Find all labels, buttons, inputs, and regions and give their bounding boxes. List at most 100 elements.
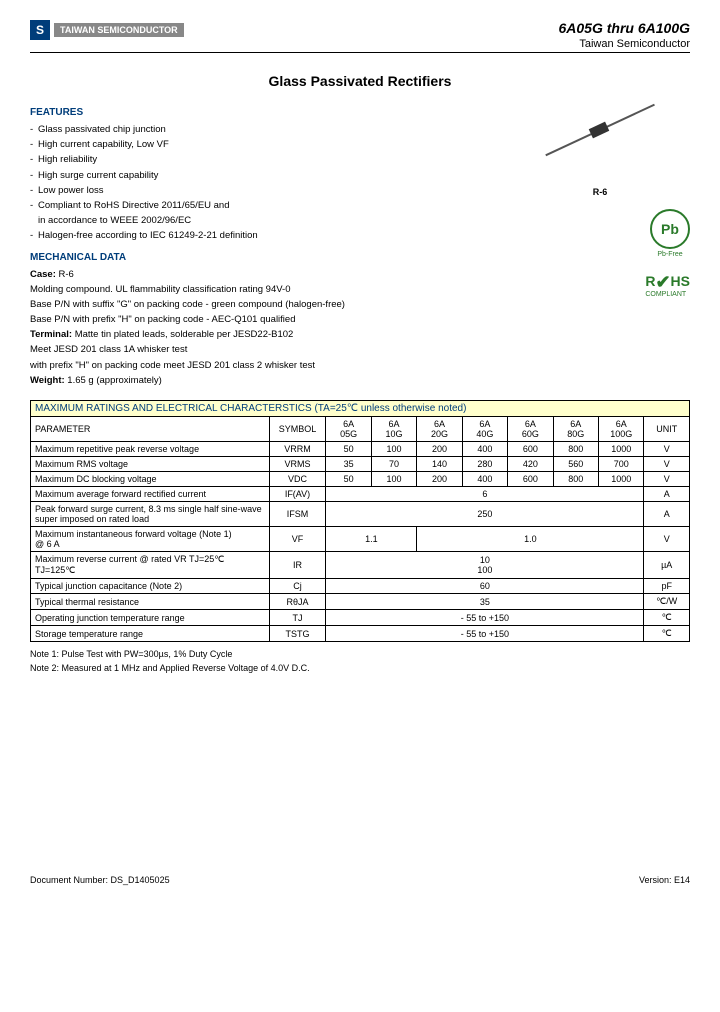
symbol-cell: IFSM (269, 502, 326, 527)
header-col: 6A 80G (553, 417, 598, 442)
unit-cell: A (644, 502, 690, 527)
right-column: R-6 Pb Pb-Free R✔RoHSHS COMPLIANT (510, 99, 690, 388)
features-list: Glass passivated chip junctionHigh curre… (30, 122, 490, 244)
symbol-cell: VRMS (269, 457, 326, 472)
value-cell: 50 (326, 472, 371, 487)
unit-cell: pF (644, 579, 690, 594)
notes: Note 1: Pulse Test with PW=300µs, 1% Dut… (30, 648, 690, 675)
value-cell: 35 (326, 457, 371, 472)
rohs-text: R✔RoHSHS (645, 270, 690, 291)
value-cell: 140 (417, 457, 462, 472)
mech-line: Base P/N with prefix "H" on packing code… (30, 312, 490, 327)
value-cell: - 55 to +150 (326, 610, 644, 626)
value-cell: 400 (462, 442, 507, 457)
feature-item: High current capability, Low VF (30, 137, 490, 152)
unit-cell: A (644, 487, 690, 502)
logo-icon: S (30, 20, 50, 40)
mech-line: with prefix "H" on packing code meet JES… (30, 358, 490, 373)
value-cell: 560 (553, 457, 598, 472)
unit-cell: V (644, 457, 690, 472)
symbol-cell: TSTG (269, 626, 326, 642)
param-cell: Operating junction temperature range (31, 610, 270, 626)
symbol-cell: VDC (269, 472, 326, 487)
diode-body-icon (589, 122, 610, 139)
company-name: Taiwan Semiconductor (559, 38, 691, 50)
param-cell: Maximum DC blocking voltage (31, 472, 270, 487)
feature-item: High reliability (30, 152, 490, 167)
header-col: 6A 40G (462, 417, 507, 442)
weight-label: Weight: (30, 375, 65, 386)
value-cell: 280 (462, 457, 507, 472)
param-cell: Maximum average forward rectified curren… (31, 487, 270, 502)
table-header-row: PARAMETER SYMBOL 6A 05G 6A 10G 6A 20G 6A… (31, 417, 690, 442)
value-cell: 1000 (599, 472, 644, 487)
symbol-cell: IF(AV) (269, 487, 326, 502)
param-cell: Maximum instantaneous forward voltage (N… (31, 527, 270, 552)
header-col: 6A 100G (599, 417, 644, 442)
value-cell: 10100 (326, 552, 644, 579)
mechanical-data: Case: R-6 Molding compound. UL flammabil… (30, 267, 490, 389)
note-2: Note 2: Measured at 1 MHz and Applied Re… (30, 662, 690, 676)
table-row: Maximum DC blocking voltageVDC5010020040… (31, 472, 690, 487)
header-symbol: SYMBOL (269, 417, 326, 442)
symbol-cell: Cj (269, 579, 326, 594)
unit-cell: V (644, 527, 690, 552)
page-header: S TAIWAN SEMICONDUCTOR 6A05G thru 6A100G… (30, 20, 690, 53)
param-cell: Maximum reverse current @ rated VR TJ=25… (31, 552, 270, 579)
value-cell: 800 (553, 442, 598, 457)
table-row: Maximum repetitive peak reverse voltageV… (31, 442, 690, 457)
value-cell: 100 (371, 472, 416, 487)
param-cell: Typical junction capacitance (Note 2) (31, 579, 270, 594)
ratings-table: MAXIMUM RATINGS AND ELECTRICAL CHARACTER… (30, 400, 690, 642)
part-number: 6A05G thru 6A100G (559, 20, 691, 36)
feature-item: Glass passivated chip junction (30, 122, 490, 137)
unit-cell: V (644, 472, 690, 487)
param-cell: Maximum RMS voltage (31, 457, 270, 472)
value-cell: - 55 to +150 (326, 626, 644, 642)
param-cell: Peak forward surge current, 8.3 ms singl… (31, 502, 270, 527)
table-row: Typical junction capacitance (Note 2)Cj6… (31, 579, 690, 594)
unit-cell: µA (644, 552, 690, 579)
table-row: Maximum average forward rectified curren… (31, 487, 690, 502)
mech-line: Meet JESD 201 class 1A whisker test (30, 342, 490, 357)
note-1: Note 1: Pulse Test with PW=300µs, 1% Dut… (30, 648, 690, 662)
header-col: 6A 60G (508, 417, 553, 442)
table-row: Peak forward surge current, 8.3 ms singl… (31, 502, 690, 527)
pb-label: Pb-Free (650, 251, 690, 258)
value-cell: 70 (371, 457, 416, 472)
mech-line: Molding compound. UL flammability classi… (30, 282, 490, 297)
check-icon: ✔ (655, 272, 670, 292)
param-cell: Storage temperature range (31, 626, 270, 642)
table-row: Typical thermal resistanceRθJA35℃/W (31, 594, 690, 610)
value-cell: 50 (326, 442, 371, 457)
unit-cell: V (644, 442, 690, 457)
unit-cell: ℃/W (644, 594, 690, 610)
footer: Document Number: DS_D1405025 Version: E1… (30, 875, 690, 885)
logo: S TAIWAN SEMICONDUCTOR (30, 20, 184, 40)
terminal-label: Terminal: (30, 329, 72, 340)
logo-text: TAIWAN SEMICONDUCTOR (54, 23, 184, 38)
symbol-cell: RθJA (269, 594, 326, 610)
header-right: 6A05G thru 6A100G Taiwan Semiconductor (559, 20, 691, 50)
pb-free-badge: Pb Pb-Free (650, 209, 690, 258)
table-row: Storage temperature rangeTSTG- 55 to +15… (31, 626, 690, 642)
value-cell: 60 (326, 579, 644, 594)
mech-line: Base P/N with suffix "G" on packing code… (30, 297, 490, 312)
feature-item: Halogen-free according to IEC 61249-2-21… (30, 228, 490, 243)
value-cell: 420 (508, 457, 553, 472)
left-column: FEATURES Glass passivated chip junctionH… (30, 99, 490, 388)
value-cell: 1.1 (326, 527, 417, 552)
value-cell: 800 (553, 472, 598, 487)
value-cell: 35 (326, 594, 644, 610)
value-cell: 200 (417, 442, 462, 457)
table-row: Maximum reverse current @ rated VR TJ=25… (31, 552, 690, 579)
header-col: 6A 10G (371, 417, 416, 442)
symbol-cell: VRRM (269, 442, 326, 457)
param-cell: Maximum repetitive peak reverse voltage (31, 442, 270, 457)
table-row: Maximum instantaneous forward voltage (N… (31, 527, 690, 552)
value-cell: 100 (371, 442, 416, 457)
rohs-sub: COMPLIANT (645, 291, 690, 298)
symbol-cell: TJ (269, 610, 326, 626)
content-row: FEATURES Glass passivated chip junctionH… (30, 99, 690, 388)
value-cell: 1000 (599, 442, 644, 457)
